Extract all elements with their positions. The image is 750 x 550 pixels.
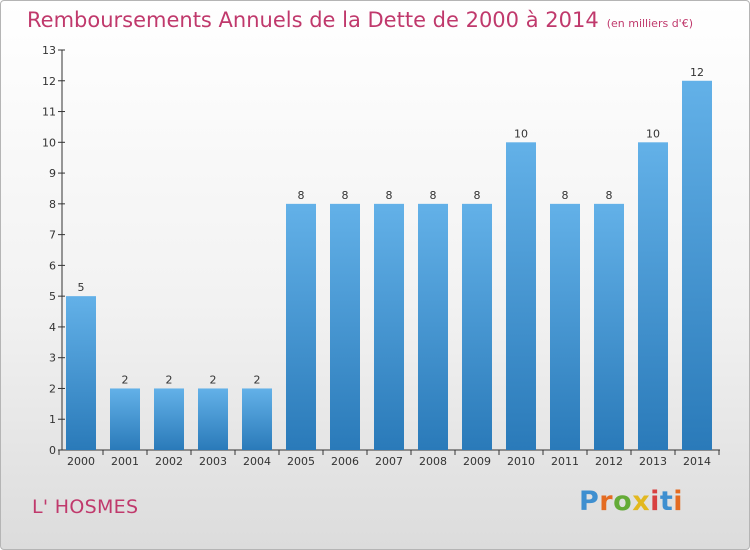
bar [330, 203, 360, 450]
x-tick-label: 2000 [67, 455, 95, 468]
y-tick-label: 0 [49, 444, 56, 457]
bar-value-label: 8 [342, 189, 349, 202]
x-tick-label: 2001 [111, 455, 139, 468]
bar [374, 203, 404, 450]
bar [154, 388, 184, 450]
y-tick-label: 6 [49, 259, 56, 272]
x-tick-label: 2009 [463, 455, 491, 468]
x-tick-label: 2004 [243, 455, 271, 468]
y-tick-label: 5 [49, 290, 56, 303]
x-tick-label: 2005 [287, 455, 315, 468]
bar-value-label: 8 [430, 189, 437, 202]
bar-value-label: 2 [210, 373, 217, 386]
y-tick-label: 4 [49, 321, 56, 334]
logo-letter: x [632, 486, 651, 517]
bar [506, 142, 536, 451]
bar-value-label: 8 [562, 189, 569, 202]
bar-value-label: 2 [122, 373, 129, 386]
x-tick-label: 2013 [639, 455, 667, 468]
x-tick-label: 2011 [551, 455, 579, 468]
x-tick-label: 2012 [595, 455, 623, 468]
bar [198, 388, 228, 450]
bar-value-label: 10 [646, 127, 660, 140]
chart-unit: (en milliers d'€) [606, 17, 693, 30]
x-tick-label: 2002 [155, 455, 183, 468]
bar-value-label: 8 [298, 189, 305, 202]
bar-value-label: 2 [254, 373, 261, 386]
bar [638, 142, 668, 451]
y-tick-label: 9 [49, 167, 56, 180]
x-tick-label: 2014 [683, 455, 711, 468]
x-tick-label: 2003 [199, 455, 227, 468]
bar [66, 296, 96, 450]
y-tick-label: 3 [49, 352, 56, 365]
y-tick-label: 13 [42, 44, 56, 57]
x-tick-label: 2006 [331, 455, 359, 468]
bar [418, 203, 448, 450]
y-tick-label: 7 [49, 229, 56, 242]
y-tick-label: 1 [49, 413, 56, 426]
bar-value-label: 12 [690, 66, 704, 79]
bar [550, 203, 580, 450]
y-tick-label: 2 [49, 382, 56, 395]
bar-value-label: 5 [78, 281, 85, 294]
logo-letter: t [659, 486, 674, 517]
commune-name: L' HOSMES [32, 496, 139, 518]
proxiti-logo: Proxiti [579, 486, 683, 517]
y-tick-label: 10 [42, 136, 56, 149]
bar-value-label: 8 [386, 189, 393, 202]
y-tick-label: 12 [42, 75, 56, 88]
logo-letter: P [579, 486, 600, 517]
logo-letter: r [599, 486, 614, 517]
x-tick-label: 2010 [507, 455, 535, 468]
logo-letter: o [613, 486, 633, 517]
chart-title: Remboursements Annuels de la Dette de 20… [27, 8, 693, 32]
bar [682, 80, 712, 451]
bar-value-label: 10 [514, 127, 528, 140]
bar [462, 203, 492, 450]
chart-title-text: Remboursements Annuels de la Dette de 20… [27, 8, 599, 32]
bar [594, 203, 624, 450]
bar [242, 388, 272, 450]
y-tick-label: 8 [49, 198, 56, 211]
bar-value-label: 2 [166, 373, 173, 386]
bar [110, 388, 140, 450]
bar-value-label: 8 [606, 189, 613, 202]
x-tick-label: 2007 [375, 455, 403, 468]
logo-letter: i [673, 486, 684, 517]
y-tick-label: 11 [42, 106, 56, 119]
bar-value-label: 8 [474, 189, 481, 202]
logo-letter: i [650, 486, 660, 517]
bar [286, 203, 316, 450]
x-tick-label: 2008 [419, 455, 447, 468]
